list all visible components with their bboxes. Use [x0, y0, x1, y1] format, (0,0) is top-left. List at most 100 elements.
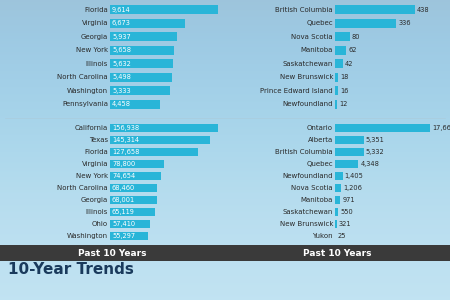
Bar: [110, 220, 149, 228]
Text: Virginia: Virginia: [81, 20, 108, 26]
Text: 18: 18: [340, 74, 349, 80]
Bar: [335, 19, 396, 28]
Text: New York: New York: [76, 173, 108, 179]
Text: 5,658: 5,658: [112, 47, 131, 53]
Text: Ohio: Ohio: [92, 221, 108, 227]
Text: New Brunswick: New Brunswick: [279, 74, 333, 80]
Text: Newfoundland: Newfoundland: [283, 101, 333, 107]
Text: 16: 16: [340, 88, 348, 94]
Text: 5,351: 5,351: [366, 137, 384, 143]
Text: Manitoba: Manitoba: [301, 47, 333, 53]
Bar: [335, 32, 350, 41]
Text: 438: 438: [417, 7, 430, 13]
Bar: [335, 5, 415, 14]
Bar: [335, 100, 337, 109]
Text: Florida: Florida: [84, 149, 108, 155]
Bar: [335, 86, 338, 95]
Text: 55,297: 55,297: [112, 233, 135, 239]
Text: 971: 971: [342, 197, 355, 203]
Bar: [110, 73, 172, 82]
Bar: [110, 5, 218, 14]
Text: 1,206: 1,206: [343, 185, 362, 191]
Text: 62: 62: [348, 47, 357, 53]
Bar: [335, 73, 338, 82]
Bar: [110, 172, 162, 180]
Bar: [110, 160, 164, 168]
Bar: [335, 184, 342, 192]
Text: New Brunswick: New Brunswick: [279, 221, 333, 227]
Text: Washington: Washington: [67, 233, 108, 239]
Text: Illinois: Illinois: [86, 61, 108, 67]
Text: 5,937: 5,937: [112, 34, 131, 40]
Text: 5,332: 5,332: [366, 149, 384, 155]
Bar: [110, 100, 160, 109]
Text: Newfoundland: Newfoundland: [283, 173, 333, 179]
Text: 74,654: 74,654: [112, 173, 135, 179]
Bar: [335, 160, 358, 168]
Text: Saskatchewan: Saskatchewan: [283, 61, 333, 67]
Bar: [110, 19, 185, 28]
Text: 4,348: 4,348: [360, 161, 379, 167]
Text: 4,458: 4,458: [112, 101, 131, 107]
Text: 336: 336: [398, 20, 411, 26]
Text: Yukon: Yukon: [312, 233, 333, 239]
Text: North Carolina: North Carolina: [58, 185, 108, 191]
Text: 25: 25: [337, 233, 346, 239]
Text: Past 10 Years: Past 10 Years: [303, 248, 371, 257]
Bar: [335, 59, 342, 68]
Text: Florida: Florida: [84, 7, 108, 13]
Text: Washington: Washington: [67, 88, 108, 94]
Bar: [110, 124, 218, 132]
Text: North Carolina: North Carolina: [58, 74, 108, 80]
Text: 12: 12: [339, 101, 347, 107]
Bar: [335, 172, 342, 180]
Bar: [110, 59, 173, 68]
Bar: [335, 196, 340, 204]
Text: Saskatchewan: Saskatchewan: [283, 209, 333, 215]
Text: 5,333: 5,333: [112, 88, 130, 94]
Text: 1,405: 1,405: [345, 173, 364, 179]
Bar: [335, 124, 430, 132]
Bar: [335, 208, 338, 216]
Bar: [110, 136, 210, 144]
Text: Illinois: Illinois: [86, 209, 108, 215]
Text: Quebec: Quebec: [306, 161, 333, 167]
Text: 78,800: 78,800: [112, 161, 135, 167]
Text: Nova Scotia: Nova Scotia: [292, 34, 333, 40]
Text: 17,668: 17,668: [432, 125, 450, 131]
Bar: [110, 208, 155, 216]
Text: California: California: [75, 125, 108, 131]
Text: Quebec: Quebec: [306, 20, 333, 26]
Text: 65,119: 65,119: [112, 209, 135, 215]
Text: 57,410: 57,410: [112, 221, 135, 227]
Text: 145,314: 145,314: [112, 137, 139, 143]
Bar: [110, 232, 148, 240]
Text: 10-Year Trends: 10-Year Trends: [8, 262, 134, 278]
Bar: [110, 32, 177, 41]
Text: Alberta: Alberta: [308, 137, 333, 143]
Text: 321: 321: [339, 221, 351, 227]
Text: 68,460: 68,460: [112, 185, 135, 191]
Text: 6,673: 6,673: [112, 20, 131, 26]
Text: Past 10 Years: Past 10 Years: [78, 248, 146, 257]
Text: 127,658: 127,658: [112, 149, 140, 155]
Bar: [335, 148, 364, 156]
Bar: [110, 184, 157, 192]
Bar: [110, 86, 170, 95]
Text: Georgia: Georgia: [81, 34, 108, 40]
Bar: [335, 220, 337, 228]
Text: 68,001: 68,001: [112, 197, 135, 203]
Text: Texas: Texas: [89, 137, 108, 143]
Text: British Columbia: British Columbia: [275, 7, 333, 13]
Text: 156,938: 156,938: [112, 125, 139, 131]
Bar: [335, 46, 346, 55]
Text: Ontario: Ontario: [307, 125, 333, 131]
Bar: [0, 245, 450, 261]
Bar: [110, 196, 157, 204]
Text: New York: New York: [76, 47, 108, 53]
Bar: [335, 136, 364, 144]
Text: Manitoba: Manitoba: [301, 197, 333, 203]
Bar: [110, 148, 198, 156]
Text: 80: 80: [351, 34, 360, 40]
Text: 42: 42: [345, 61, 353, 67]
